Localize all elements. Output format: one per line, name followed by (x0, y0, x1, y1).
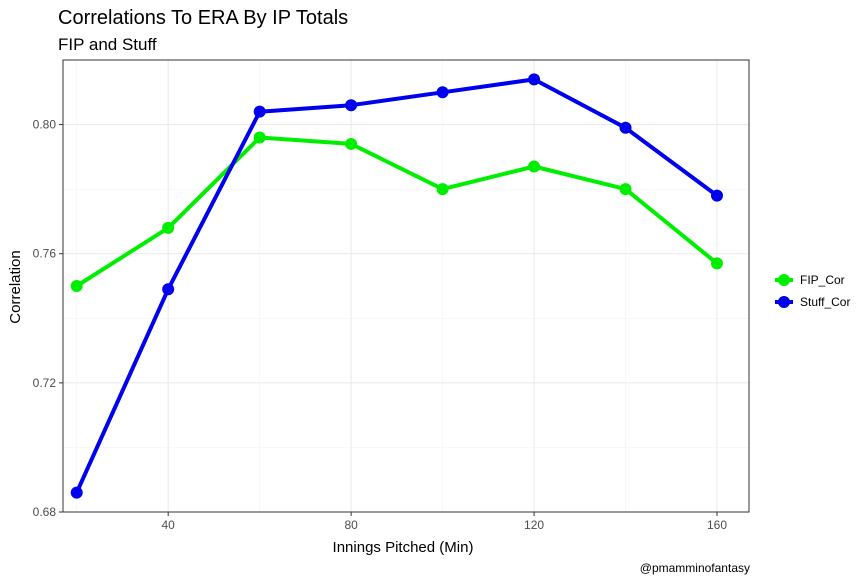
data-point (619, 121, 632, 134)
x-tick-label: 120 (524, 518, 544, 532)
data-point (710, 189, 723, 202)
data-point (162, 283, 175, 296)
legend-item: FIP_Cor (775, 273, 845, 287)
y-tick-label: 0.76 (33, 247, 57, 261)
data-point (70, 280, 83, 292)
data-point (528, 160, 541, 173)
series-layer (70, 73, 723, 499)
data-point (253, 105, 266, 118)
data-point (528, 73, 541, 86)
plot-panel (62, 59, 750, 513)
y-tick-label: 0.72 (33, 376, 57, 390)
legend: FIP_Cor Stuff_Cor (775, 273, 850, 309)
legend-label: FIP_Cor (800, 273, 845, 287)
caption: @pmamminofantasy (640, 561, 750, 575)
y-axis-title: Correlation (7, 250, 24, 323)
x-axis-title: Innings Pitched (Min) (333, 539, 474, 556)
axis-ticks: 0.68 0.72 0.76 0.80 40 80 120 160 (33, 118, 728, 532)
series-stuff-cor (70, 73, 723, 499)
data-point (253, 131, 266, 144)
x-tick-label: 160 (707, 518, 727, 532)
series-fip-cor (70, 131, 723, 292)
x-tick-label: 40 (162, 518, 176, 532)
x-tick-label: 80 (344, 518, 358, 532)
data-point (345, 137, 358, 150)
data-point (710, 257, 723, 270)
y-tick-label: 0.68 (33, 505, 57, 519)
data-point (619, 183, 632, 196)
legend-label: Stuff_Cor (800, 295, 850, 309)
legend-item: Stuff_Cor (775, 295, 850, 309)
data-point (436, 183, 449, 196)
chart-title: Correlations To ERA By IP Totals (58, 7, 348, 29)
series-line (74, 77, 719, 494)
y-tick-label: 0.80 (33, 118, 57, 132)
data-point (436, 86, 449, 99)
legend-key-point (778, 274, 790, 286)
data-point (70, 486, 83, 499)
data-point (345, 99, 358, 112)
chart-subtitle: FIP and Stuff (58, 35, 157, 54)
series-line (75, 135, 719, 288)
data-point (162, 221, 175, 234)
legend-key-point (778, 296, 790, 308)
